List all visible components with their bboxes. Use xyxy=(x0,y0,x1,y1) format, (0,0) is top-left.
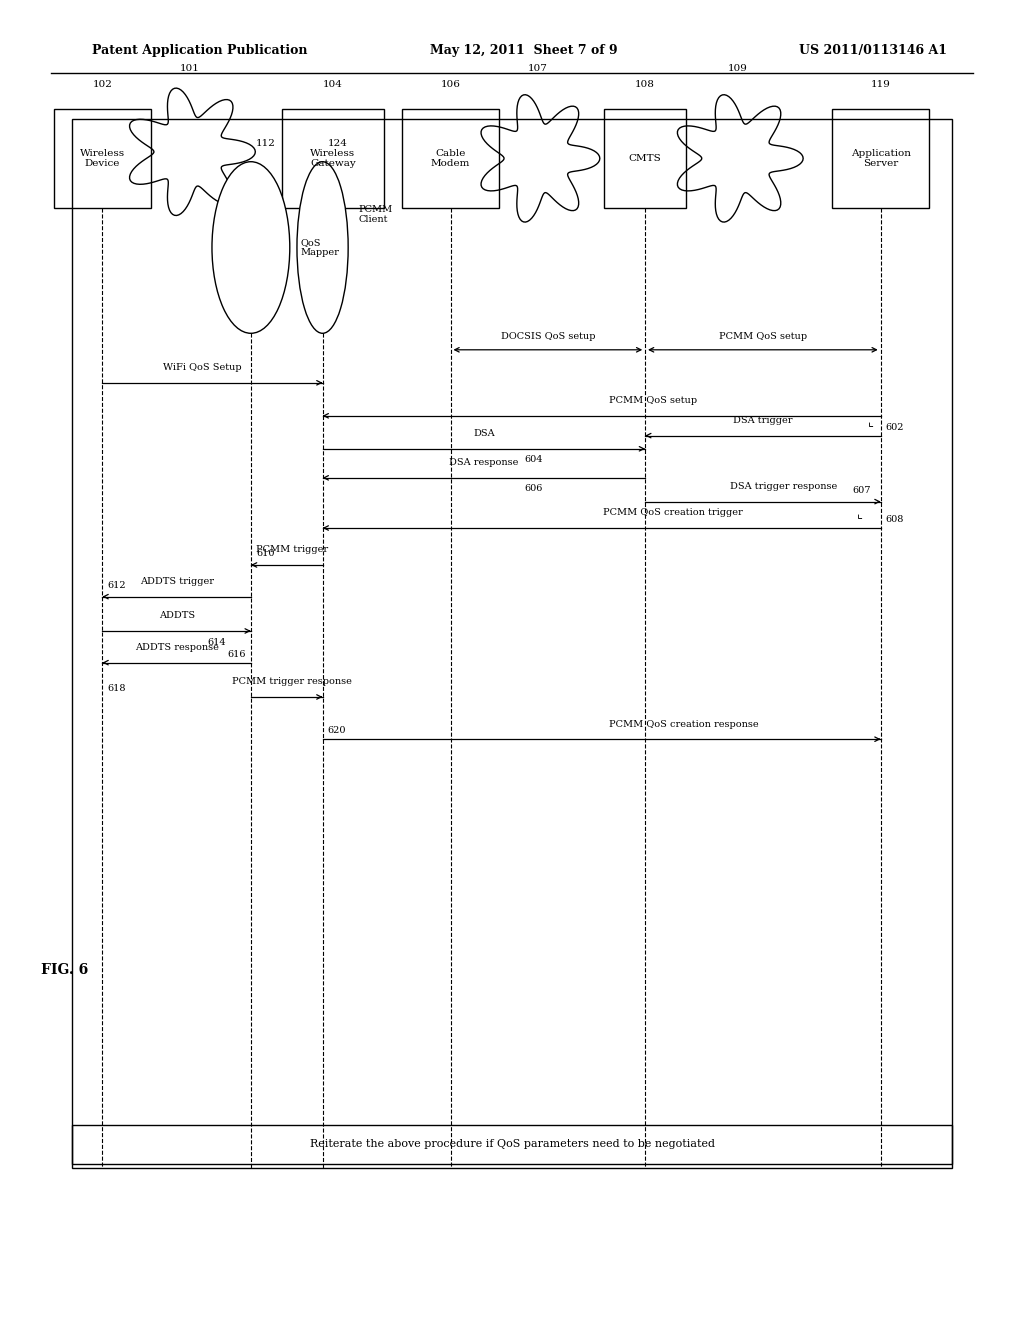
Text: QoS
Mapper: QoS Mapper xyxy=(300,238,339,257)
Text: 602: 602 xyxy=(886,422,904,432)
Text: 607: 607 xyxy=(852,486,870,495)
Text: PCMM QoS setup: PCMM QoS setup xyxy=(719,331,807,341)
Text: 119: 119 xyxy=(870,81,891,88)
Text: 112: 112 xyxy=(256,140,275,149)
FancyBboxPatch shape xyxy=(282,110,384,207)
Text: DSA response: DSA response xyxy=(450,458,518,467)
Text: 614: 614 xyxy=(207,638,226,647)
Text: 104: 104 xyxy=(323,81,343,88)
Text: PCMM trigger: PCMM trigger xyxy=(256,545,328,554)
Text: Patent Application Publication: Patent Application Publication xyxy=(92,44,307,57)
Text: PCMM
Client: PCMM Client xyxy=(358,205,392,224)
Text: 106: 106 xyxy=(440,81,461,88)
FancyBboxPatch shape xyxy=(401,110,500,207)
Text: 612: 612 xyxy=(108,581,126,590)
Text: 124: 124 xyxy=(328,140,347,149)
Text: FIG. 6: FIG. 6 xyxy=(41,964,88,977)
Text: 102: 102 xyxy=(92,81,113,88)
Text: 606: 606 xyxy=(525,484,543,494)
Text: PCMM QoS setup: PCMM QoS setup xyxy=(608,396,697,405)
Text: DOCSIS QoS setup: DOCSIS QoS setup xyxy=(501,331,595,341)
FancyBboxPatch shape xyxy=(54,110,152,207)
Text: PCMM trigger response: PCMM trigger response xyxy=(231,677,352,686)
Text: Cable
Modem: Cable Modem xyxy=(431,149,470,168)
Text: May 12, 2011  Sheet 7 of 9: May 12, 2011 Sheet 7 of 9 xyxy=(430,44,617,57)
Text: 608: 608 xyxy=(886,515,904,524)
Text: ADDTS: ADDTS xyxy=(159,611,195,620)
Text: PCMM QoS creation response: PCMM QoS creation response xyxy=(608,719,759,729)
Text: 109: 109 xyxy=(727,63,748,73)
Text: Wireless
Gateway: Wireless Gateway xyxy=(310,149,355,168)
Text: ADDTS trigger: ADDTS trigger xyxy=(139,577,214,586)
Ellipse shape xyxy=(297,162,348,334)
Text: CMTS: CMTS xyxy=(629,154,662,162)
Text: 610: 610 xyxy=(256,549,274,558)
Text: DSA: DSA xyxy=(473,429,495,438)
Text: ADDTS response: ADDTS response xyxy=(135,643,218,652)
Text: DSA trigger response: DSA trigger response xyxy=(730,482,837,491)
Text: 108: 108 xyxy=(635,81,655,88)
Text: DSA trigger: DSA trigger xyxy=(733,416,793,425)
Text: ⌞: ⌞ xyxy=(867,416,873,429)
Text: PCMM QoS creation trigger: PCMM QoS creation trigger xyxy=(603,508,743,517)
Text: 604: 604 xyxy=(525,455,544,465)
Text: US 2011/0113146 A1: US 2011/0113146 A1 xyxy=(799,44,947,57)
Text: Reiterate the above procedure if QoS parameters need to be negotiated: Reiterate the above procedure if QoS par… xyxy=(309,1139,715,1150)
FancyBboxPatch shape xyxy=(72,1125,952,1164)
Text: 618: 618 xyxy=(108,684,126,693)
Text: 101: 101 xyxy=(179,63,200,73)
Text: Application
Server: Application Server xyxy=(851,149,910,168)
Text: Wireless
Device: Wireless Device xyxy=(80,149,125,168)
Text: 107: 107 xyxy=(527,63,548,73)
Ellipse shape xyxy=(212,162,290,334)
Text: WiFi QoS Setup: WiFi QoS Setup xyxy=(163,363,242,372)
Text: ⌞: ⌞ xyxy=(857,508,863,521)
FancyBboxPatch shape xyxy=(831,110,930,207)
Text: 616: 616 xyxy=(227,649,246,659)
Text: 620: 620 xyxy=(328,726,346,735)
FancyBboxPatch shape xyxy=(604,110,686,207)
